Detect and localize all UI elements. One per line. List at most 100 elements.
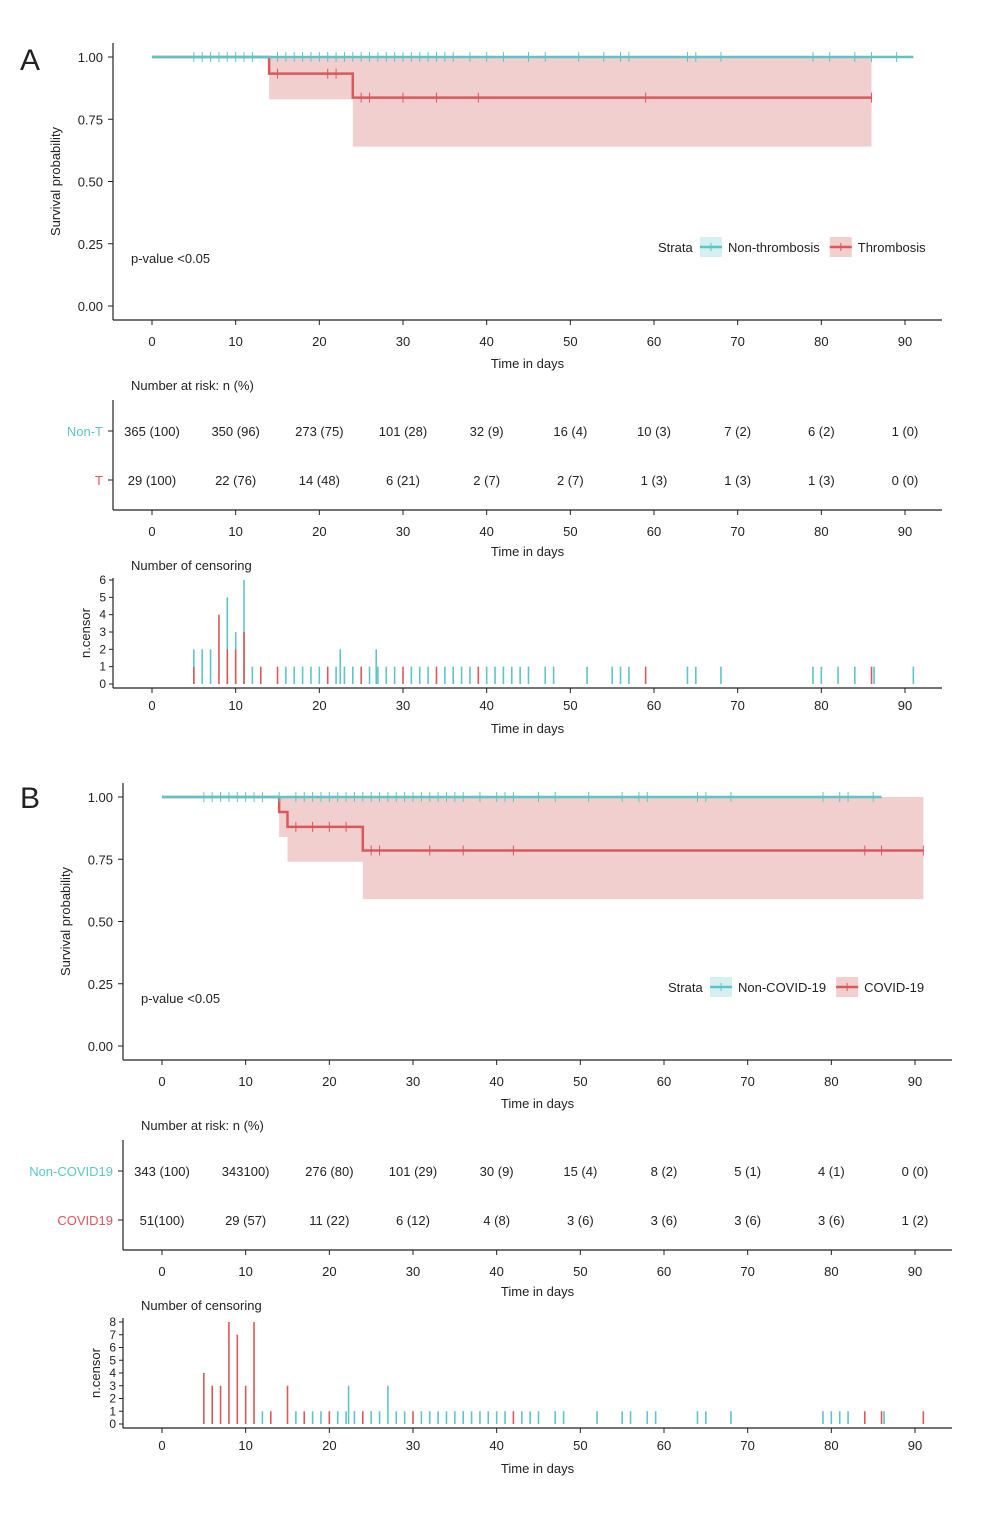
risk-cell: 22 (76) <box>215 473 256 488</box>
x-tick-label: 0 <box>148 334 155 349</box>
risk-table-title: Number at risk: n (%) <box>141 1118 264 1133</box>
risk-cell: 1 (3) <box>641 473 668 488</box>
risk-x-tick-label: 0 <box>148 524 155 539</box>
x-tick-label: 40 <box>489 1074 503 1089</box>
censor-x-tick-label: 60 <box>657 1438 671 1453</box>
censor-x-tick-label: 90 <box>908 1438 922 1453</box>
y-tick-label: 0.25 <box>88 977 113 992</box>
risk-cell: 6 (2) <box>808 424 835 439</box>
risk-x-tick-label: 70 <box>740 1264 754 1279</box>
censor-y-tick-label: 2 <box>99 642 106 656</box>
risk-cell: 3 (6) <box>734 1213 761 1228</box>
risk-cell: 51(100) <box>140 1213 185 1228</box>
x-tick-label: 30 <box>406 1074 420 1089</box>
risk-cell: 6 (21) <box>386 473 420 488</box>
legend-label-non: Non-COVID-19 <box>738 980 826 995</box>
x-tick-label: 70 <box>740 1074 754 1089</box>
risk-cell: 1 (0) <box>892 424 919 439</box>
risk-row-label: Non-T <box>67 424 103 439</box>
risk-cell: 2 (7) <box>557 473 584 488</box>
risk-table-title: Number at risk: n (%) <box>131 378 254 393</box>
risk-cell: 16 (4) <box>553 424 587 439</box>
risk-cell: 2 (7) <box>473 473 500 488</box>
censor-y-tick-label: 4 <box>109 1366 116 1380</box>
censor-x-tick-label: 50 <box>563 698 577 713</box>
risk-x-tick-label: 20 <box>312 524 326 539</box>
x-tick-label: 50 <box>573 1074 587 1089</box>
y-tick-label: 0.50 <box>78 175 103 190</box>
censor-x-tick-label: 70 <box>740 1438 754 1453</box>
risk-x-tick-label: 30 <box>396 524 410 539</box>
legend-label-thr: Thrombosis <box>858 240 926 255</box>
censor-y-axis-title: n.censor <box>88 1347 103 1398</box>
censoring-title: Number of censoring <box>141 1298 262 1313</box>
y-tick-label: 1.00 <box>78 50 103 65</box>
censor-x-tick-label: 80 <box>824 1438 838 1453</box>
x-tick-label: 50 <box>563 334 577 349</box>
risk-cell: 32 (9) <box>470 424 504 439</box>
risk-cell: 8 (2) <box>651 1164 678 1179</box>
risk-x-tick-label: 90 <box>898 524 912 539</box>
risk-x-tick-label: 60 <box>657 1264 671 1279</box>
x-tick-label: 60 <box>657 1074 671 1089</box>
x-tick-label: 90 <box>898 334 912 349</box>
y-tick-label: 0.75 <box>78 112 103 127</box>
censor-x-axis-title: Time in days <box>491 721 565 736</box>
risk-cell: 1 (2) <box>902 1213 929 1228</box>
censor-x-tick-label: 30 <box>406 1438 420 1453</box>
censor-y-tick-label: 6 <box>109 1341 116 1355</box>
censor-y-tick-label: 8 <box>109 1315 116 1329</box>
censor-x-tick-label: 90 <box>898 698 912 713</box>
risk-cell: 365 (100) <box>124 424 180 439</box>
legend-label-non: Non-thrombosis <box>728 240 820 255</box>
censor-y-tick-label: 1 <box>99 660 106 674</box>
risk-cell: 343 (100) <box>134 1164 190 1179</box>
risk-row-label: COVID19 <box>57 1213 113 1228</box>
censor-x-tick-label: 50 <box>573 1438 587 1453</box>
x-tick-label: 10 <box>228 334 242 349</box>
risk-cell: 6 (12) <box>396 1213 430 1228</box>
censor-y-tick-label: 1 <box>109 1404 116 1418</box>
risk-x-tick-label: 40 <box>479 524 493 539</box>
risk-x-tick-label: 80 <box>824 1264 838 1279</box>
risk-cell: 0 (0) <box>892 473 919 488</box>
y-tick-label: 0.50 <box>88 915 113 930</box>
risk-cell: 29 (57) <box>225 1213 266 1228</box>
risk-x-tick-label: 70 <box>730 524 744 539</box>
censor-x-axis-title: Time in days <box>501 1461 575 1476</box>
censor-y-tick-label: 0 <box>99 677 106 691</box>
censor-x-tick-label: 10 <box>238 1438 252 1453</box>
risk-cell: 343100) <box>222 1164 270 1179</box>
x-axis-title: Time in days <box>491 356 565 371</box>
censor-y-tick-label: 6 <box>99 573 106 587</box>
risk-x-tick-label: 50 <box>573 1264 587 1279</box>
x-tick-label: 10 <box>238 1074 252 1089</box>
y-axis-title: Survival probability <box>48 126 63 236</box>
p-value-annotation: p-value <0.05 <box>131 251 210 266</box>
risk-x-tick-label: 0 <box>158 1264 165 1279</box>
censor-x-tick-label: 0 <box>158 1438 165 1453</box>
risk-cell: 5 (1) <box>734 1164 761 1179</box>
legend-title: Strata <box>668 980 703 995</box>
risk-cell: 29 (100) <box>128 473 176 488</box>
censor-y-axis-title: n.censor <box>78 607 93 658</box>
censor-y-tick-label: 5 <box>99 590 106 604</box>
risk-cell: 1 (3) <box>724 473 751 488</box>
censor-y-tick-label: 2 <box>109 1392 116 1406</box>
risk-cell: 1 (3) <box>808 473 835 488</box>
censor-x-tick-label: 40 <box>489 1438 503 1453</box>
censor-y-tick-label: 3 <box>109 1379 116 1393</box>
y-tick-label: 0.00 <box>78 299 103 314</box>
y-tick-label: 0.00 <box>88 1039 113 1054</box>
risk-cell: 3 (6) <box>651 1213 678 1228</box>
censor-y-tick-label: 7 <box>109 1328 116 1342</box>
x-tick-label: 0 <box>158 1074 165 1089</box>
risk-x-tick-label: 40 <box>489 1264 503 1279</box>
risk-cell: 101 (29) <box>389 1164 437 1179</box>
risk-cell: 273 (75) <box>295 424 343 439</box>
risk-x-tick-label: 20 <box>322 1264 336 1279</box>
risk-cell: 14 (48) <box>299 473 340 488</box>
risk-cell: 15 (4) <box>563 1164 597 1179</box>
x-tick-label: 40 <box>479 334 493 349</box>
risk-cell: 3 (6) <box>818 1213 845 1228</box>
